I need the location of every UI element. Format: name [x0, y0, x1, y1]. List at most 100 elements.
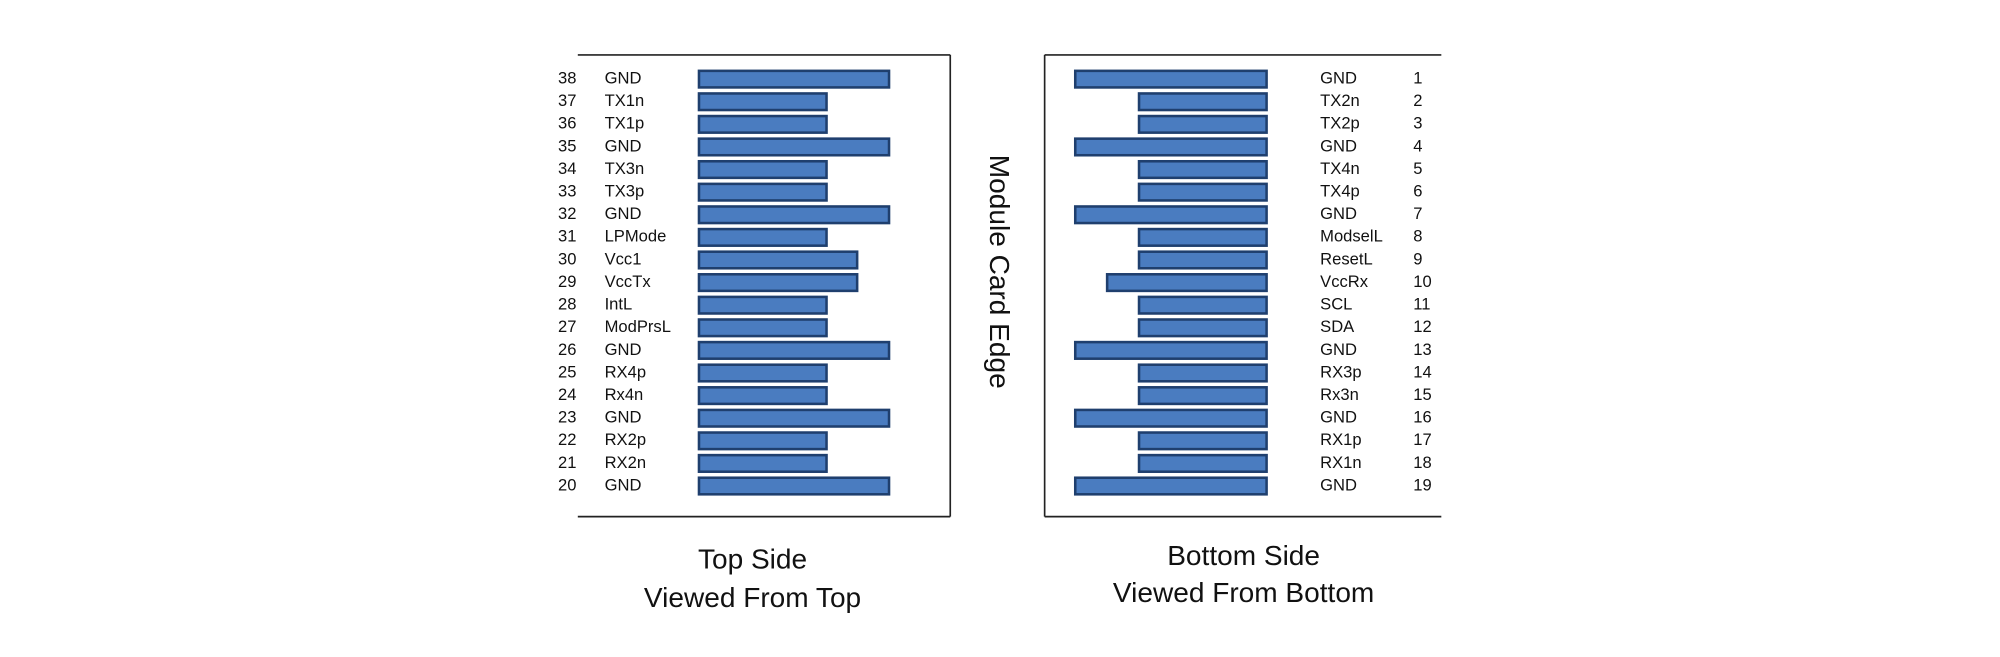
- pin-label: GND: [1320, 340, 1357, 359]
- caption: Viewed From Bottom: [1113, 577, 1374, 608]
- pin-number: 23: [558, 408, 576, 427]
- pin-number: 17: [1413, 430, 1431, 449]
- pin-number: 38: [558, 69, 576, 88]
- pin-label: TX2n: [1320, 91, 1360, 110]
- pin-number: 31: [558, 227, 576, 246]
- pin-number: 8: [1413, 227, 1422, 246]
- pad: [697, 92, 828, 112]
- pin-label: GND: [1320, 69, 1357, 88]
- pin-label: RX1n: [1320, 453, 1361, 472]
- pin-label: GND: [1320, 475, 1357, 494]
- pin-label: ResetL: [1320, 249, 1373, 268]
- pin-label: SDA: [1320, 317, 1355, 336]
- pad: [697, 205, 891, 225]
- pin-label: LPMode: [605, 227, 667, 246]
- pin-number: 33: [558, 182, 576, 201]
- pin-label: RX2p: [605, 430, 646, 449]
- pad: [1137, 295, 1268, 315]
- pin-number: 14: [1413, 362, 1431, 381]
- pin-number: 35: [558, 136, 576, 155]
- pin-label: RX3p: [1320, 362, 1361, 381]
- pin-number: 5: [1413, 159, 1422, 178]
- pin-number: 25: [558, 362, 576, 381]
- pin-label: ModPrsL: [605, 317, 671, 336]
- pin-number: 12: [1413, 317, 1431, 336]
- pin-label: GND: [1320, 204, 1357, 223]
- pin-number: 21: [558, 453, 576, 472]
- pad: [1137, 182, 1268, 202]
- pin-label: GND: [605, 204, 642, 223]
- pin-number: 7: [1413, 204, 1422, 223]
- pin-number: 22: [558, 430, 576, 449]
- pin-number: 28: [558, 295, 576, 314]
- pad: [1137, 159, 1268, 180]
- pin-number: 9: [1413, 249, 1422, 268]
- pin-number: 29: [558, 272, 576, 291]
- pad: [697, 250, 859, 270]
- pin-number: 30: [558, 249, 576, 268]
- pin-number: 34: [558, 159, 576, 178]
- pin-number: 11: [1413, 295, 1430, 314]
- pin-label: RX1p: [1320, 430, 1361, 449]
- card-edge-label: Module Card Edge: [984, 155, 1015, 389]
- pad: [1105, 273, 1268, 293]
- pin-number: 32: [558, 204, 576, 223]
- pin-label: TX2p: [1320, 114, 1360, 133]
- pad: [697, 363, 828, 383]
- pin-label: GND: [605, 69, 642, 88]
- pad: [697, 295, 828, 315]
- pad: [697, 114, 828, 134]
- pin-label: TX3n: [605, 159, 645, 178]
- pin-label: Vcc1: [605, 249, 642, 268]
- caption: Viewed From Top: [644, 582, 861, 613]
- pin-label: GND: [1320, 136, 1357, 155]
- pin-number: 36: [558, 114, 576, 133]
- pad: [1073, 408, 1268, 428]
- pin-number: 26: [558, 340, 576, 359]
- pad: [1137, 431, 1268, 451]
- pin-label: RX4p: [605, 362, 646, 381]
- pad: [697, 318, 828, 338]
- pin-number: 6: [1413, 182, 1422, 201]
- pad: [1137, 318, 1268, 338]
- pin-label: GND: [605, 340, 642, 359]
- pad: [1073, 340, 1268, 360]
- pad: [697, 137, 891, 157]
- pin-label: SCL: [1320, 295, 1352, 314]
- caption: Bottom Side: [1167, 540, 1320, 571]
- pin-label: GND: [605, 136, 642, 155]
- pin-label: TX4p: [1320, 182, 1360, 201]
- pad: [697, 386, 828, 406]
- pin-label: TX1n: [605, 91, 645, 110]
- pin-label: TX1p: [605, 114, 645, 133]
- pin-label: TX4n: [1320, 159, 1360, 178]
- pad: [1137, 92, 1268, 112]
- pad: [1073, 205, 1268, 225]
- pad: [697, 182, 828, 202]
- pad: [697, 227, 828, 247]
- pin-label: Rx3n: [1320, 385, 1359, 404]
- pad: [1137, 114, 1268, 134]
- pin-number: 20: [558, 475, 576, 494]
- pin-label: Rx4n: [605, 385, 644, 404]
- pad: [697, 340, 891, 360]
- pad: [1137, 250, 1268, 270]
- pin-number: 24: [558, 385, 576, 404]
- pin-number: 16: [1413, 408, 1431, 427]
- pad: [697, 408, 891, 428]
- pin-label: VccRx: [1320, 272, 1369, 291]
- pin-label: RX2n: [605, 453, 646, 472]
- pad: [697, 453, 828, 473]
- pin-number: 2: [1413, 91, 1422, 110]
- pin-number: 13: [1413, 340, 1431, 359]
- pad: [1137, 363, 1268, 383]
- pad: [1137, 453, 1268, 473]
- pad: [697, 159, 828, 180]
- pad: [697, 431, 828, 451]
- pin-number: 19: [1413, 475, 1431, 494]
- pin-number: 1: [1413, 69, 1422, 88]
- pin-label: ModselL: [1320, 227, 1383, 246]
- pad: [697, 476, 891, 496]
- caption: Top Side: [698, 544, 807, 575]
